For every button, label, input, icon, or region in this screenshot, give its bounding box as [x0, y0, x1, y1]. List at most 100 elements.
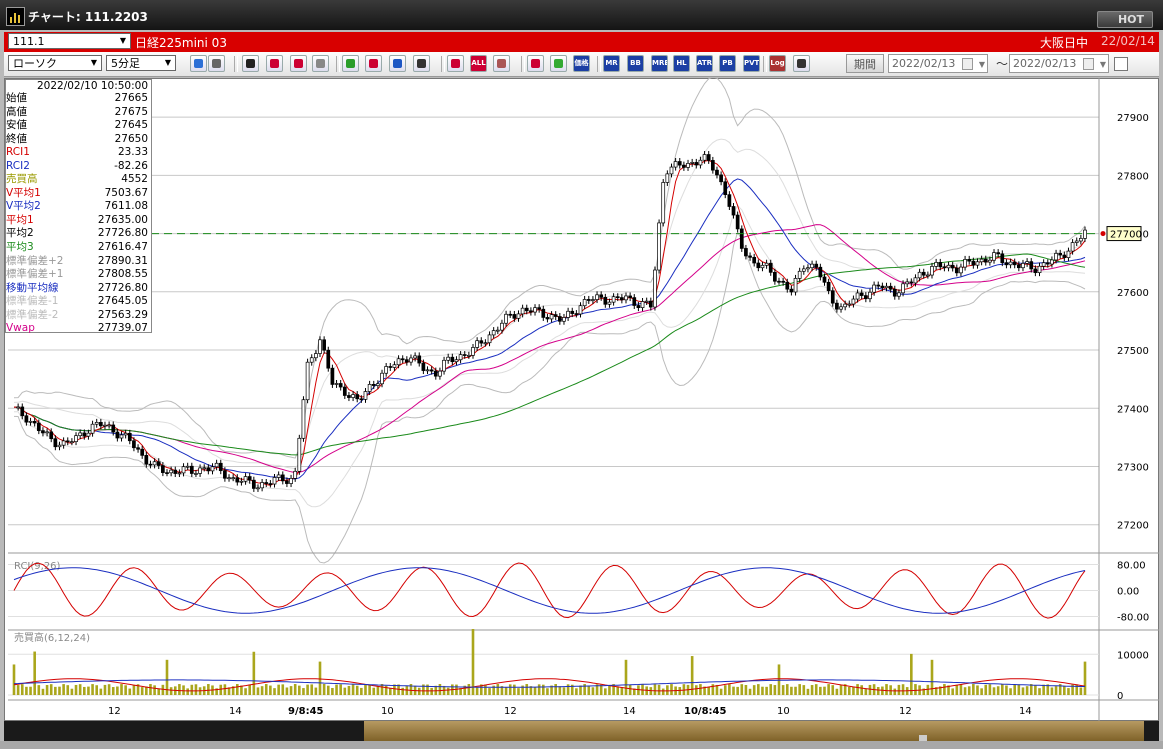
moving-average-line [13, 178, 1086, 480]
candle-body [512, 314, 517, 319]
rci-axis-tick: 80.00 [1117, 561, 1146, 572]
toolbar-separator [763, 56, 767, 72]
volume-bar [488, 688, 491, 695]
candle-body [731, 206, 736, 216]
hot-button[interactable]: HOT [1097, 11, 1153, 28]
mr-button[interactable]: MR [603, 55, 620, 72]
zoom-icon[interactable] [190, 55, 207, 72]
volume-bar [25, 686, 28, 695]
volume-bar [484, 684, 487, 695]
volume-bar [372, 687, 376, 695]
volume-bar [231, 686, 235, 695]
bb-button[interactable]: BB [627, 55, 644, 72]
period-checkbox[interactable] [1114, 57, 1128, 71]
undo-icon[interactable] [389, 55, 406, 72]
candle-body [872, 284, 876, 293]
chart-area[interactable] [4, 78, 1159, 721]
volume-axis-tick: 10000 [1117, 650, 1149, 661]
compare-icon[interactable] [290, 55, 307, 72]
candle-body [446, 356, 451, 361]
candle-body [214, 462, 219, 468]
time-scrollbar[interactable] [4, 721, 1159, 741]
x-axis-label: 12 [108, 706, 121, 717]
volume-bar [128, 688, 132, 695]
crosshair-icon[interactable] [208, 55, 225, 72]
volume-bar [62, 684, 65, 695]
candle-body [49, 431, 54, 440]
scrollbar-thumb[interactable] [364, 721, 1144, 741]
volume-bar [446, 687, 450, 695]
volume-bar [777, 664, 781, 695]
pencil-icon[interactable] [342, 55, 359, 72]
volume-bar [368, 684, 371, 695]
chevron-down-icon[interactable]: ▼ [1099, 60, 1106, 69]
chart-toolbar: ローソク ▼ 5分足 ▼ ALL 価格 MR BB MRE HL ATR PB RA PVT Lo… [4, 52, 1159, 77]
search-chart-icon[interactable] [266, 55, 283, 72]
chart-type-select[interactable]: ローソク ▼ [8, 55, 102, 71]
pvt-button[interactable]: PVT [743, 55, 760, 72]
volume-bar [579, 685, 582, 695]
candle-body [603, 296, 608, 305]
calendar-icon[interactable] [1083, 58, 1094, 70]
volume-bar [29, 686, 32, 695]
candle-body [45, 431, 49, 434]
chevron-down-icon[interactable]: ▼ [978, 60, 985, 69]
price-chart-canvas[interactable]: 27900 27800 27700 27600 27500 27400 27300 27200… [4, 78, 1159, 721]
volume-bar [326, 685, 330, 695]
x-axis-label: 10 [381, 706, 394, 717]
volume-bar [1029, 684, 1033, 695]
hl-button[interactable]: HL [673, 55, 690, 72]
volume-bar [1013, 684, 1017, 695]
atr-button[interactable]: ATR [696, 55, 713, 72]
calendar-icon[interactable] [962, 58, 973, 70]
date-to-field[interactable]: 2022/02/13 ▼ [1009, 54, 1109, 73]
candle-body [392, 364, 397, 368]
volume-bar [186, 688, 189, 695]
volume-bar [1038, 688, 1041, 695]
volume-bar [707, 686, 711, 695]
volume-bar [814, 684, 818, 695]
period-button[interactable]: 期間 [846, 54, 884, 73]
volume-bar [546, 688, 549, 695]
volume-bar [397, 684, 400, 695]
candle-body [839, 306, 843, 310]
brush-icon[interactable] [493, 55, 510, 72]
wrench-icon[interactable] [527, 55, 544, 72]
candle-body [814, 263, 819, 268]
cursor-icon[interactable] [365, 55, 382, 72]
interval-select[interactable]: 5分足 ▼ [106, 55, 176, 71]
candle-body [516, 313, 521, 319]
mre-button[interactable]: MRE [651, 55, 668, 72]
log-button[interactable]: Log [769, 55, 786, 72]
volume-bar [322, 684, 326, 695]
scroll-grip-icon[interactable] [919, 735, 927, 741]
volume-bar [190, 684, 194, 695]
date-from-field[interactable]: 2022/02/13 ▼ [888, 54, 988, 73]
candle-pair-icon[interactable] [447, 55, 464, 72]
volume-bar [207, 684, 210, 695]
volume-bar [934, 687, 938, 695]
volume-bar [417, 687, 421, 695]
symbol-code-select[interactable]: 111.1 ▼ [8, 33, 131, 49]
volume-bar [897, 684, 901, 695]
palette-icon[interactable] [550, 55, 567, 72]
export-icon[interactable] [793, 55, 810, 72]
candle-body [467, 354, 471, 357]
all-button[interactable]: ALL [470, 55, 487, 72]
info-label: 平均3 [6, 241, 34, 254]
volume-profile-button[interactable]: 価格 [573, 55, 590, 72]
candle-body [425, 369, 430, 372]
price-axis-tick: 27500 [1117, 346, 1149, 357]
volume-bar [728, 684, 731, 695]
volume-bar [666, 685, 669, 695]
save-icon[interactable] [312, 55, 329, 72]
down-arrow-icon[interactable] [242, 55, 259, 72]
candle-icon[interactable] [413, 55, 430, 72]
candle-body [533, 307, 537, 313]
candle-body [1070, 242, 1075, 252]
session-name: 大阪日中 [1040, 36, 1089, 50]
pb-button[interactable]: PB RA [719, 55, 736, 72]
candle-body [301, 399, 306, 439]
candle-body [760, 264, 765, 269]
info-value: 27645 [114, 119, 148, 132]
